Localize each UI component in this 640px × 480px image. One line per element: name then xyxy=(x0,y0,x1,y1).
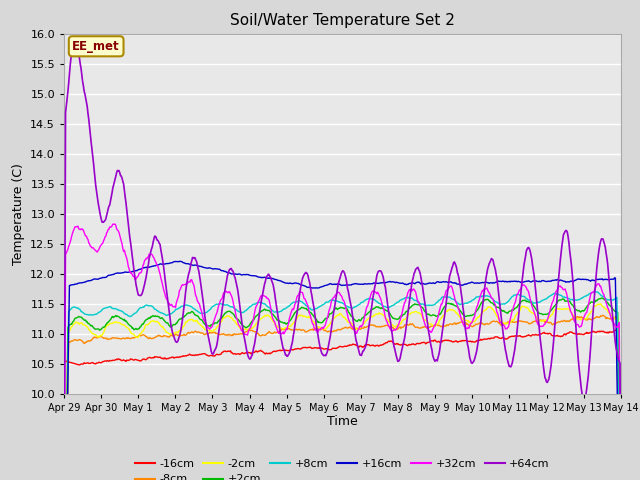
X-axis label: Time: Time xyxy=(327,415,358,429)
Legend: -16cm, -8cm, -2cm, +2cm, +8cm, +16cm, +32cm, +64cm: -16cm, -8cm, -2cm, +2cm, +8cm, +16cm, +3… xyxy=(131,455,554,480)
Y-axis label: Temperature (C): Temperature (C) xyxy=(12,163,25,264)
Title: Soil/Water Temperature Set 2: Soil/Water Temperature Set 2 xyxy=(230,13,455,28)
Text: EE_met: EE_met xyxy=(72,40,120,53)
